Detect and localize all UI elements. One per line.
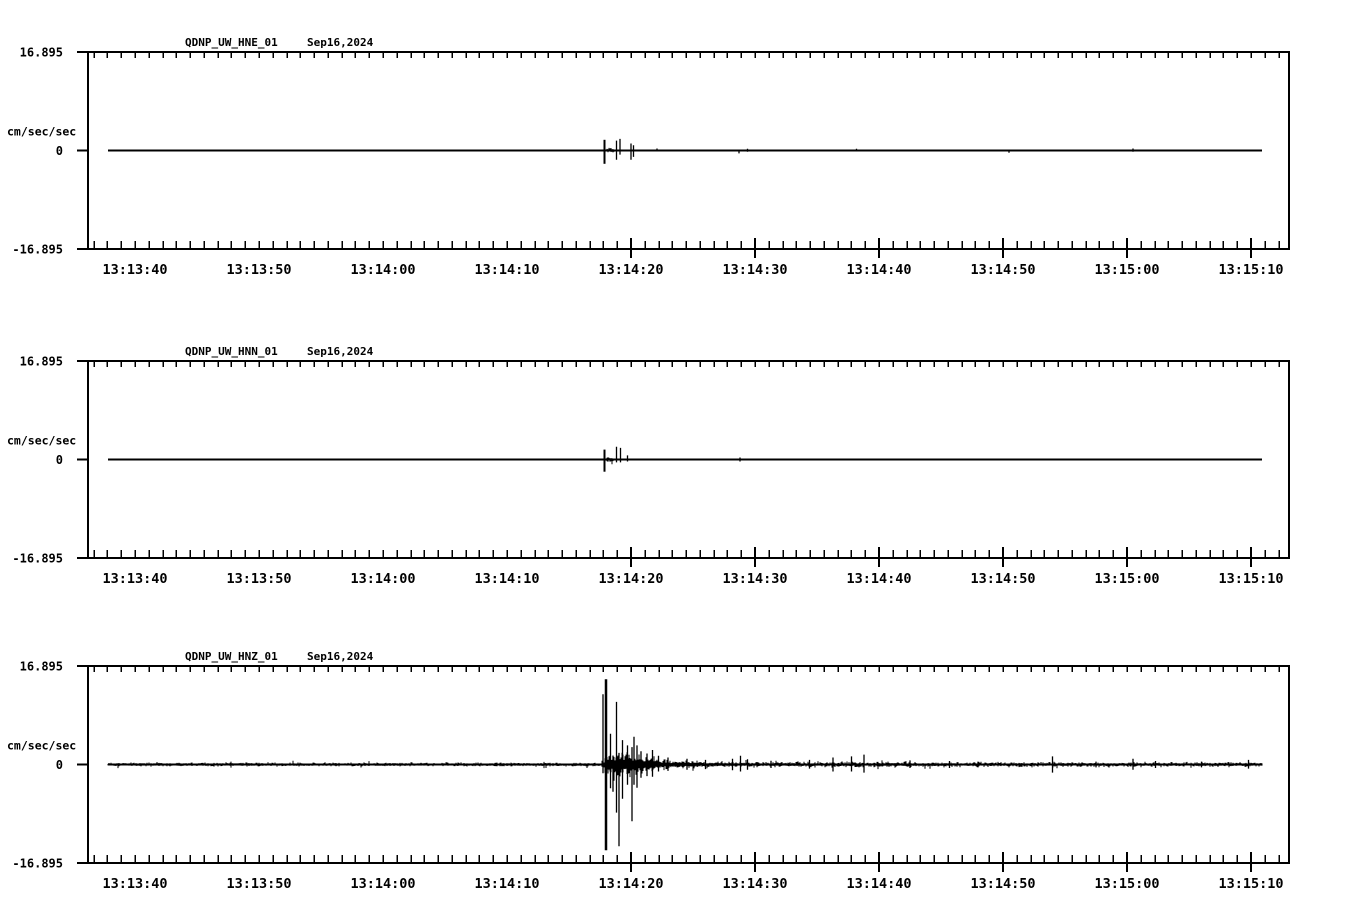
time-tick-label: 13:13:40 bbox=[102, 876, 167, 892]
y-tick-label-zero: 0 bbox=[56, 758, 63, 772]
plot-box bbox=[87, 665, 1290, 864]
time-tick-label: 13:14:40 bbox=[846, 262, 911, 278]
time-tick-label: 13:14:00 bbox=[350, 262, 415, 278]
time-tick-label: 13:15:10 bbox=[1218, 262, 1283, 278]
time-tick-label: 13:14:30 bbox=[722, 876, 787, 892]
time-tick-label: 13:13:40 bbox=[102, 262, 167, 278]
y-axis-unit-label: cm/sec/sec bbox=[7, 739, 76, 753]
trace-noise bbox=[107, 752, 1263, 781]
y-axis-unit-label: cm/sec/sec bbox=[7, 434, 76, 448]
trace-noise bbox=[606, 147, 615, 153]
trace-spikes bbox=[615, 138, 1134, 160]
y-tick-label-max: 16.895 bbox=[20, 355, 63, 369]
y-tick-label-zero: 0 bbox=[56, 144, 63, 158]
time-tick-label: 13:14:30 bbox=[722, 571, 787, 587]
top-minor-ticks bbox=[93, 361, 1280, 367]
time-tick-label: 13:13:40 bbox=[102, 571, 167, 587]
time-tick-label: 13:15:10 bbox=[1218, 571, 1283, 587]
time-tick-label: 13:14:30 bbox=[722, 262, 787, 278]
top-minor-ticks bbox=[93, 666, 1280, 672]
y-tick-label-min: -16.895 bbox=[12, 243, 63, 257]
time-tick-label: 13:13:50 bbox=[226, 571, 291, 587]
seismogram-panel-hnn: QDNP_UW_HNN_01 Sep16,2024 16.895 0 -16.895 cm… bbox=[7, 345, 1290, 587]
y-axis-unit-label: cm/sec/sec bbox=[7, 125, 76, 139]
bottom-minor-ticks bbox=[93, 241, 1280, 249]
top-minor-ticks bbox=[93, 52, 1280, 58]
time-tick-label: 13:14:50 bbox=[970, 876, 1035, 892]
time-tick-label: 13:14:50 bbox=[970, 262, 1035, 278]
time-tick-label: 13:14:40 bbox=[846, 876, 911, 892]
panel-title-station: QDNP_UW_HNE_01 bbox=[185, 36, 278, 49]
panel-title-date: Sep16,2024 bbox=[307, 650, 374, 663]
y-tick-label-max: 16.895 bbox=[20, 46, 63, 60]
trace-noise bbox=[606, 457, 614, 465]
time-tick-label: 13:14:10 bbox=[474, 262, 539, 278]
time-tick-label: 13:14:00 bbox=[350, 876, 415, 892]
bottom-minor-ticks bbox=[93, 855, 1280, 863]
trace-spikes bbox=[615, 446, 741, 463]
bottom-major-ticks bbox=[630, 852, 1252, 872]
time-tick-label: 13:15:00 bbox=[1094, 262, 1159, 278]
time-tick-label: 13:14:20 bbox=[598, 262, 663, 278]
panel-title-date: Sep16,2024 bbox=[307, 36, 374, 49]
y-tick-label-zero: 0 bbox=[56, 453, 63, 467]
plot-box bbox=[87, 51, 1290, 250]
time-tick-label: 13:15:00 bbox=[1094, 571, 1159, 587]
panel-title-station: QDNP_UW_HNZ_01 bbox=[185, 650, 278, 663]
plot-box bbox=[87, 360, 1290, 559]
time-tick-label: 13:14:50 bbox=[970, 571, 1035, 587]
seismogram-panel-hne: QDNP_UW_HNE_01 Sep16,2024 16.895 0 -16.895 cm… bbox=[7, 36, 1290, 278]
time-tick-label: 13:14:20 bbox=[598, 571, 663, 587]
panel-title-station: QDNP_UW_HNN_01 bbox=[185, 345, 278, 358]
time-tick-label: 13:14:20 bbox=[598, 876, 663, 892]
y-tick-label-min: -16.895 bbox=[12, 552, 63, 566]
time-tick-label: 13:14:40 bbox=[846, 571, 911, 587]
time-tick-label: 13:15:10 bbox=[1218, 876, 1283, 892]
time-tick-label: 13:14:10 bbox=[474, 876, 539, 892]
time-tick-label: 13:13:50 bbox=[226, 262, 291, 278]
bottom-major-ticks bbox=[630, 547, 1252, 567]
panel-title-date: Sep16,2024 bbox=[307, 345, 374, 358]
time-tick-label: 13:14:00 bbox=[350, 571, 415, 587]
bottom-major-ticks bbox=[630, 238, 1252, 258]
y-tick-label-max: 16.895 bbox=[20, 660, 63, 674]
bottom-minor-ticks bbox=[93, 550, 1280, 558]
time-tick-label: 13:13:50 bbox=[226, 876, 291, 892]
time-tick-label: 13:14:10 bbox=[474, 571, 539, 587]
trace-spikes bbox=[602, 694, 1250, 847]
y-tick-label-min: -16.895 bbox=[12, 857, 63, 871]
seismogram-panel-hnz: QDNP_UW_HNZ_01 Sep16,2024 16.895 0 -16.895 cm… bbox=[7, 650, 1290, 892]
time-tick-label: 13:15:00 bbox=[1094, 876, 1159, 892]
